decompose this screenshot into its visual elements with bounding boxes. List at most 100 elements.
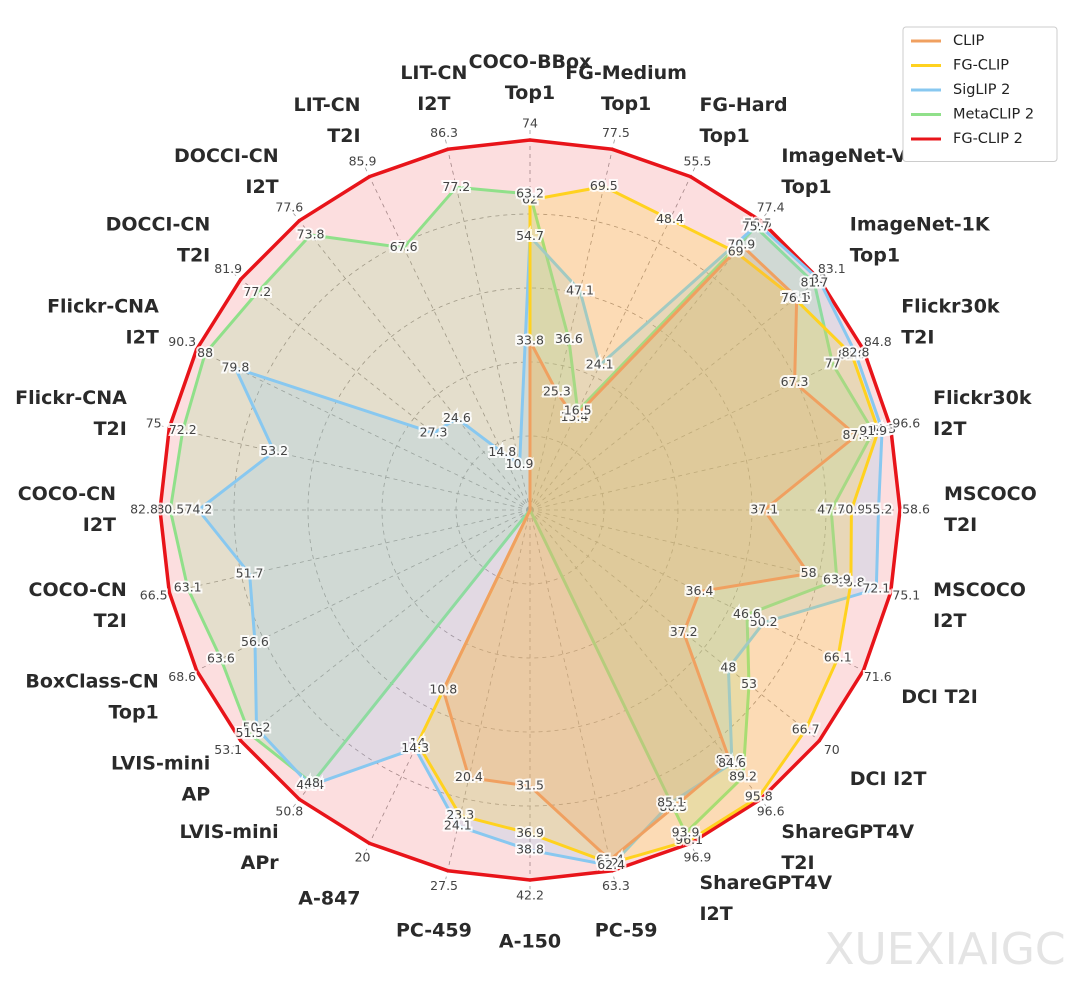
grid-spoke — [529, 158, 700, 511]
value-label: 96.6 — [757, 803, 785, 818]
axis-label: LVIS-mini — [111, 752, 210, 774]
grid-spoke — [529, 509, 774, 816]
value-label: 20 — [355, 849, 371, 864]
value-label: 75.7 — [742, 219, 770, 234]
value-label: 63.2 — [516, 186, 544, 201]
axis-label: T2I — [944, 514, 977, 536]
value-label: 95.8 — [745, 788, 773, 803]
value-label: 81.7 — [800, 275, 828, 290]
value-label: 63.1 — [174, 580, 202, 595]
axis-label: I2T — [933, 418, 966, 440]
value-label: 79.8 — [221, 360, 249, 375]
axis-label: DCI T2I — [901, 686, 978, 708]
value-label: 38.8 — [516, 842, 544, 857]
value-label: 14 — [410, 735, 426, 750]
axis-label: I2T — [126, 327, 159, 349]
value-label: 53 — [741, 676, 757, 691]
value-label: 71.6 — [864, 669, 892, 684]
grid-spoke — [529, 129, 618, 511]
value-label: 63.9 — [823, 572, 851, 587]
value-label: 84.6 — [718, 755, 746, 770]
value-label: 93.3 — [864, 422, 892, 437]
value-label: 47.1 — [566, 282, 594, 297]
value-label: 66.8 — [837, 575, 865, 590]
value-label: 90.3 — [168, 334, 196, 349]
value-label: 96.1 — [675, 832, 703, 847]
axis-label: Flickr30k — [933, 387, 1032, 409]
value-label: 74 — [522, 116, 538, 131]
value-label: 93.9 — [672, 825, 700, 840]
grid-spoke — [178, 509, 531, 680]
value-label: 23.3 — [446, 807, 474, 822]
value-label: 82.8 — [842, 345, 870, 360]
grid-spoke — [149, 422, 531, 511]
axis-label: COCO-CN — [29, 579, 127, 601]
value-label: 14.8 — [488, 444, 516, 459]
value-label: 53.2 — [260, 443, 288, 458]
axis-label: Top1 — [505, 82, 555, 104]
grid-spoke — [529, 509, 882, 680]
axis-label: I2T — [245, 176, 278, 198]
axis-label: MSCOCO — [933, 579, 1026, 601]
value-label: 85.1 — [657, 794, 685, 809]
value-label: 10.9 — [506, 456, 534, 471]
value-label: 62 — [603, 855, 619, 870]
value-label: 10.8 — [429, 682, 457, 697]
axis-label: Top1 — [108, 701, 158, 723]
grid-spoke — [442, 129, 531, 511]
value-label: 66.5 — [140, 587, 168, 602]
grid-spoke — [149, 509, 531, 598]
axis-label: COCO-BBox — [469, 51, 592, 73]
value-label: 74.2 — [185, 502, 213, 517]
value-label: 54.7 — [516, 228, 544, 243]
value-label: 85.9 — [349, 154, 377, 169]
value-label: 62.4 — [597, 857, 625, 872]
value-label: 69.5 — [590, 178, 618, 193]
axis-label: BoxClass-CN — [25, 670, 158, 692]
grid-circle — [307, 287, 753, 733]
value-label: 67.6 — [390, 239, 418, 254]
value-label: 81.9 — [838, 346, 866, 361]
value-label: 69 — [728, 244, 744, 259]
value-label: 61.4 — [596, 851, 624, 866]
axis-label: I2T — [417, 93, 450, 115]
value-label: 20.4 — [455, 769, 483, 784]
value-label: 48 — [304, 775, 320, 790]
value-label: 91.9 — [859, 423, 887, 438]
value-label: 88 — [197, 345, 213, 360]
value-label: 33.8 — [516, 333, 544, 348]
value-label: 66.1 — [824, 650, 852, 665]
value-label: 37.2 — [670, 624, 698, 639]
axis-label: COCO-CN — [18, 483, 116, 505]
value-label: 58 — [801, 565, 817, 580]
value-label: 75.1 — [892, 587, 920, 602]
axis-label: I2T — [699, 903, 732, 925]
value-label: 72.1 — [862, 581, 890, 596]
value-label: 37.1 — [750, 502, 778, 517]
axis-label: PC-459 — [396, 920, 472, 942]
value-label: 48.4 — [296, 777, 324, 792]
value-label: 76.1 — [781, 290, 809, 305]
axis-label: Top1 — [781, 176, 831, 198]
axis-label: A-150 — [499, 931, 561, 953]
grid-spoke — [529, 340, 882, 511]
value-label: 36.4 — [686, 583, 714, 598]
value-label: 31.5 — [516, 778, 544, 793]
value-label: 89.2 — [729, 769, 757, 784]
value-label: 77.5 — [602, 125, 630, 140]
value-label: 56.6 — [241, 634, 269, 649]
value-label: 83.1 — [818, 261, 846, 276]
value-label: 67.3 — [781, 374, 809, 389]
axis-label: A-847 — [298, 888, 360, 910]
value-label: 72.2 — [169, 422, 197, 437]
value-label: 47.7 — [817, 502, 845, 517]
axis-label: ImageNet-V2 — [781, 145, 919, 167]
axis-label: PC-59 — [595, 920, 658, 942]
axis-label: T2I — [94, 418, 127, 440]
axis-label: T2I — [94, 610, 127, 632]
grid-spoke — [442, 509, 531, 891]
legend-label: FG-CLIP 2 — [953, 131, 1023, 147]
watermark: XUEXIAIGC — [824, 924, 1065, 975]
axis-label: AP — [182, 783, 211, 805]
legend-label: MetaCLIP 2 — [953, 107, 1034, 123]
